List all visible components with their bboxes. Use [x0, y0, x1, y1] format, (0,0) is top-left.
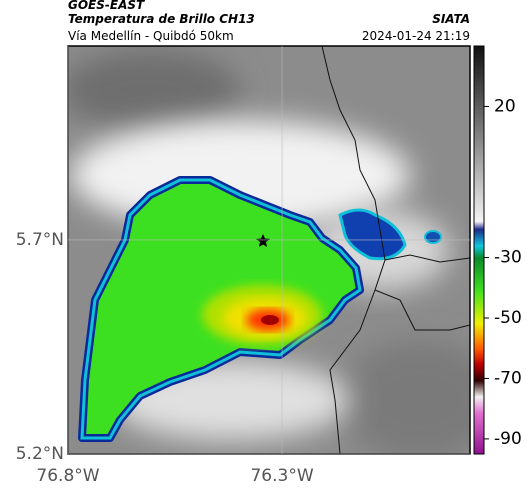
colorbar-tick-label: -70	[494, 368, 522, 388]
satellite-image	[68, 46, 470, 454]
colorbar-tick-label: -30	[494, 248, 522, 268]
colorbar-tick-label: 20	[494, 96, 516, 116]
lat-tick-label: 5.2°N	[16, 444, 64, 464]
lon-tick-label: 76.8°W	[36, 466, 99, 486]
colorbar	[473, 45, 485, 455]
product: Temperatura de Brillo CH13	[68, 12, 255, 26]
source: GOES-EAST	[68, 0, 145, 12]
lat-tick-label: 5.7°N	[16, 230, 64, 250]
region: Vía Medellín - Quibdó 50km	[68, 29, 234, 43]
timestamp: 2024-01-24 21:19	[362, 29, 470, 43]
colorbar-tick-label: -50	[494, 308, 522, 328]
lon-tick-label: 76.3°W	[250, 466, 313, 486]
agency: SIATA	[432, 12, 470, 26]
colorbar-tick-label: -90	[494, 429, 522, 449]
